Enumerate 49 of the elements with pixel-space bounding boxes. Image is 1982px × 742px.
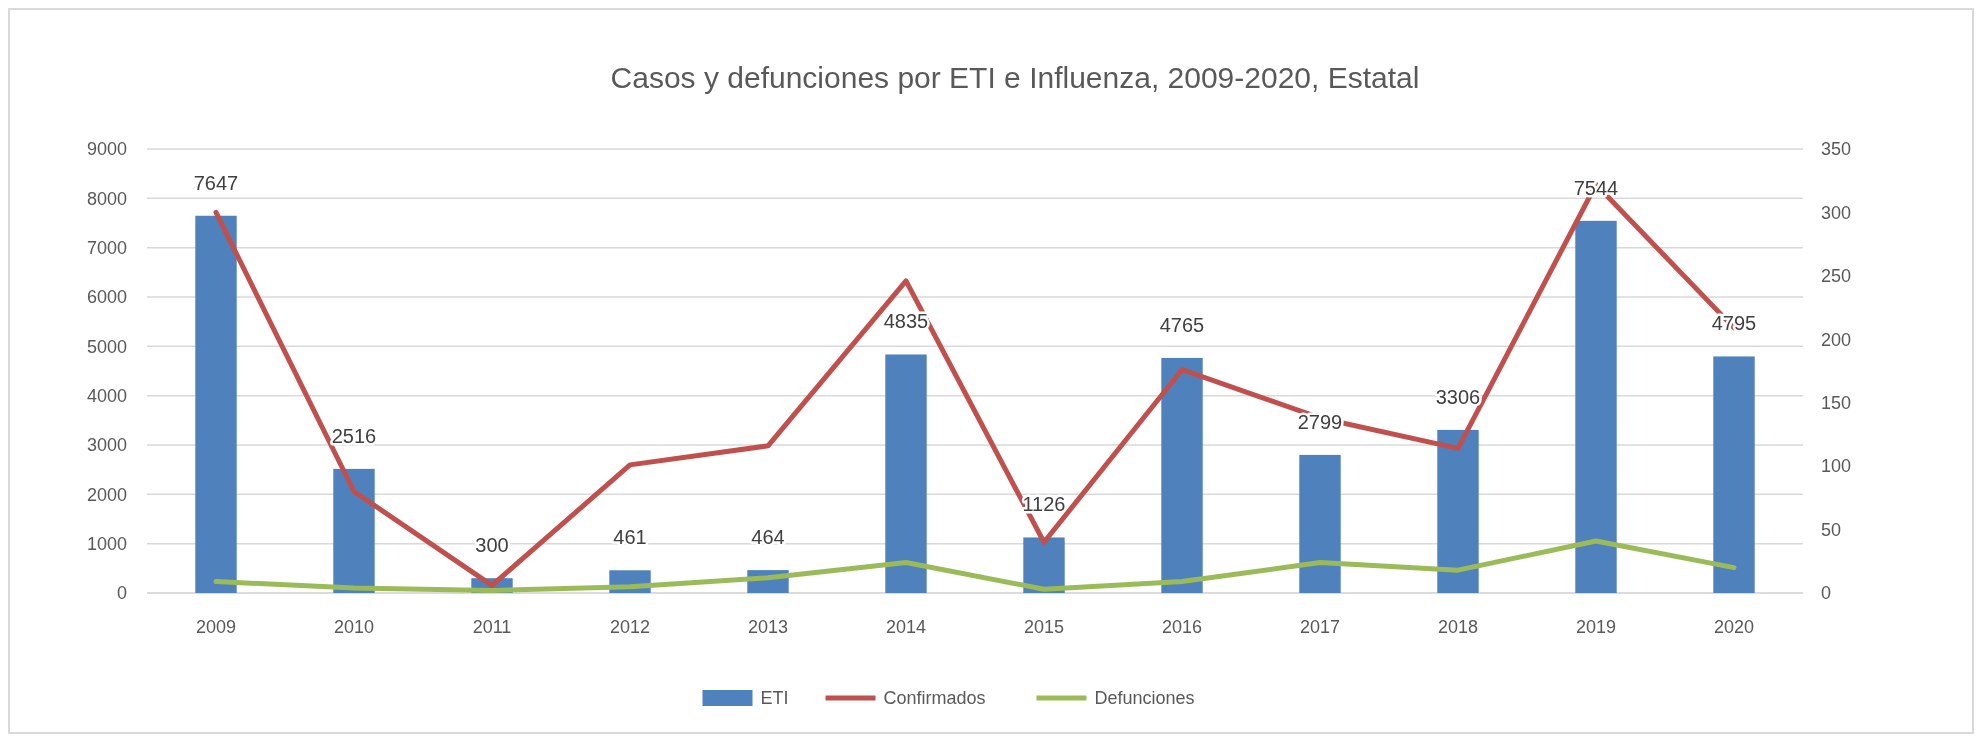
- bar: [1713, 356, 1755, 593]
- x-tick-label: 2017: [1299, 617, 1341, 637]
- y-tick-label: 4000: [86, 385, 127, 406]
- y-tick-label: 5000: [86, 336, 127, 357]
- y2-tick-label: 150: [1821, 393, 1852, 414]
- legend-label: Defunciones: [1094, 688, 1195, 709]
- y-tick-label: 3000: [86, 435, 127, 456]
- y2-tick-label: 0: [1821, 583, 1832, 604]
- y-tick-label: 7000: [86, 237, 127, 258]
- bar: [333, 468, 375, 593]
- bar: [1299, 454, 1341, 593]
- x-tick-label: 2015: [1023, 617, 1065, 637]
- bar: [1161, 357, 1203, 593]
- data-label: 464: [751, 526, 785, 549]
- bar: [1437, 429, 1479, 593]
- data-label: 3306: [1435, 385, 1481, 408]
- data-label: 2516: [331, 424, 377, 447]
- y2-tick-label: 50: [1821, 519, 1842, 540]
- y2-tick-label: 300: [1821, 202, 1852, 223]
- x-tick-label: 2020: [1713, 617, 1755, 637]
- data-label: 4765: [1159, 313, 1205, 336]
- bar: [1575, 220, 1617, 593]
- bar: [885, 354, 927, 593]
- x-tick-label: 2010: [333, 617, 375, 637]
- x-tick-label: 2014: [885, 617, 927, 637]
- y2-tick-label: 250: [1821, 266, 1852, 287]
- legend-label: Confirmados: [883, 688, 986, 709]
- y-tick-label: 6000: [86, 287, 127, 308]
- data-label: 461: [613, 526, 647, 549]
- y-tick-label: 1000: [86, 533, 127, 554]
- x-tick-label: 2013: [747, 617, 789, 637]
- x-tick-label: 2012: [609, 617, 651, 637]
- y-tick-label: 2000: [86, 484, 127, 505]
- legend-label: ETI: [760, 688, 789, 709]
- x-tick-label: 2018: [1437, 617, 1479, 637]
- y-tick-label: 0: [116, 583, 127, 604]
- chart-title: Casos y defunciones por ETI e Influenza, 2009-2020, Estatal: [610, 61, 1420, 94]
- x-tick-label: 2009: [195, 617, 237, 637]
- x-tick-label: 2011: [472, 617, 512, 637]
- y-tick-label: 8000: [86, 188, 127, 209]
- y-tick-label: 9000: [86, 139, 127, 160]
- x-tick-label: 2016: [1161, 617, 1203, 637]
- y2-tick-label: 100: [1821, 456, 1852, 477]
- data-label: 7647: [193, 171, 239, 194]
- data-label: 300: [475, 534, 509, 557]
- y2-tick-label: 350: [1821, 139, 1852, 160]
- x-tick-label: 2019: [1575, 617, 1617, 637]
- bar: [195, 215, 237, 593]
- y2-tick-label: 200: [1821, 329, 1852, 350]
